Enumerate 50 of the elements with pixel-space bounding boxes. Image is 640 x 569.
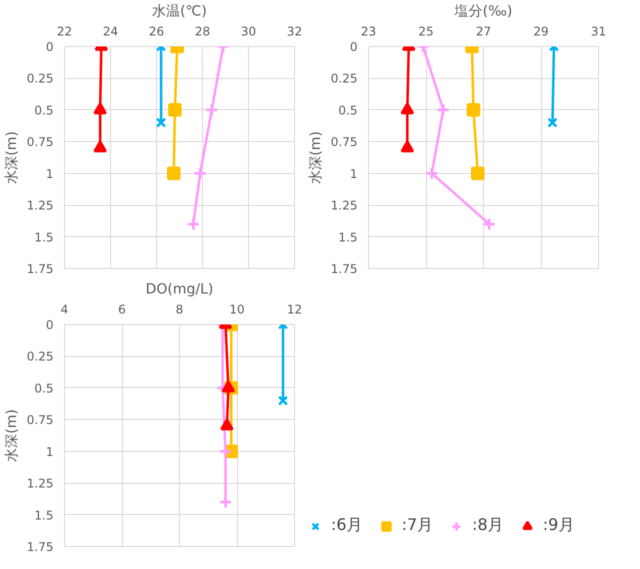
- legend-label: :8月: [472, 515, 504, 536]
- x-tick-label: 29: [533, 24, 549, 38]
- legend-label: :7月: [402, 515, 434, 536]
- y-tick-label: 1.25: [26, 198, 54, 213]
- y-tick-label: 0.5: [338, 103, 358, 118]
- x-tick-label: 10: [229, 302, 245, 316]
- y-axis-title: 水深(m): [308, 131, 324, 184]
- x-tick-label: 32: [286, 24, 302, 38]
- y-tick-label: 1: [46, 444, 54, 459]
- y-tick-label: 1.5: [34, 508, 54, 522]
- x-axis-title: 水温(℃): [152, 4, 207, 20]
- x-tick-label: 31: [590, 24, 606, 38]
- y-tick-label: 1.25: [26, 476, 54, 491]
- y-tick-label: 1.25: [330, 198, 358, 213]
- y-tick-label: 0.75: [26, 135, 54, 150]
- x-tick-label: 12: [286, 302, 302, 316]
- y-tick-label: 0.25: [330, 72, 358, 86]
- y-tick-label: 0: [46, 40, 54, 54]
- y-tick-label: 1.75: [26, 540, 54, 554]
- x-axis-title: DO(mg/L): [146, 282, 214, 298]
- y-tick-label: 1.75: [26, 262, 54, 276]
- y-tick-label: 0.75: [26, 413, 54, 428]
- y-axis-title: 水深(m): [4, 409, 20, 462]
- x-axis-title: 塩分(‰): [454, 4, 512, 20]
- y-tick-label: 0.5: [34, 381, 54, 396]
- y-tick-label: 0.25: [26, 72, 54, 86]
- x-tick-label: 27: [476, 24, 492, 38]
- y-tick-label: 0: [46, 318, 54, 332]
- x-tick-label: 30: [240, 24, 256, 38]
- x-tick-label: 24: [102, 24, 118, 38]
- x-tick-label: 25: [418, 24, 434, 38]
- x-tick-label: 6: [118, 302, 126, 316]
- x-tick-label: 28: [194, 24, 210, 38]
- y-axis-title: 水深(m): [4, 131, 20, 184]
- y-tick-label: 1.5: [34, 230, 54, 244]
- y-tick-label: 1.5: [338, 230, 358, 244]
- x-tick-label: 23: [360, 24, 376, 38]
- y-tick-label: 0: [350, 40, 358, 54]
- y-tick-label: 1: [350, 166, 358, 181]
- x-tick-label: 8: [176, 302, 184, 316]
- y-tick-label: 0.5: [34, 103, 54, 118]
- y-tick-label: 0.75: [330, 135, 358, 150]
- legend-label: :9月: [542, 515, 574, 536]
- legend-label: :6月: [331, 515, 363, 536]
- y-tick-label: 0.25: [26, 350, 54, 364]
- y-tick-label: 1: [46, 166, 54, 181]
- x-tick-label: 22: [56, 24, 72, 38]
- x-tick-label: 4: [60, 302, 68, 316]
- x-tick-label: 26: [148, 24, 164, 38]
- y-tick-label: 1.75: [330, 262, 358, 276]
